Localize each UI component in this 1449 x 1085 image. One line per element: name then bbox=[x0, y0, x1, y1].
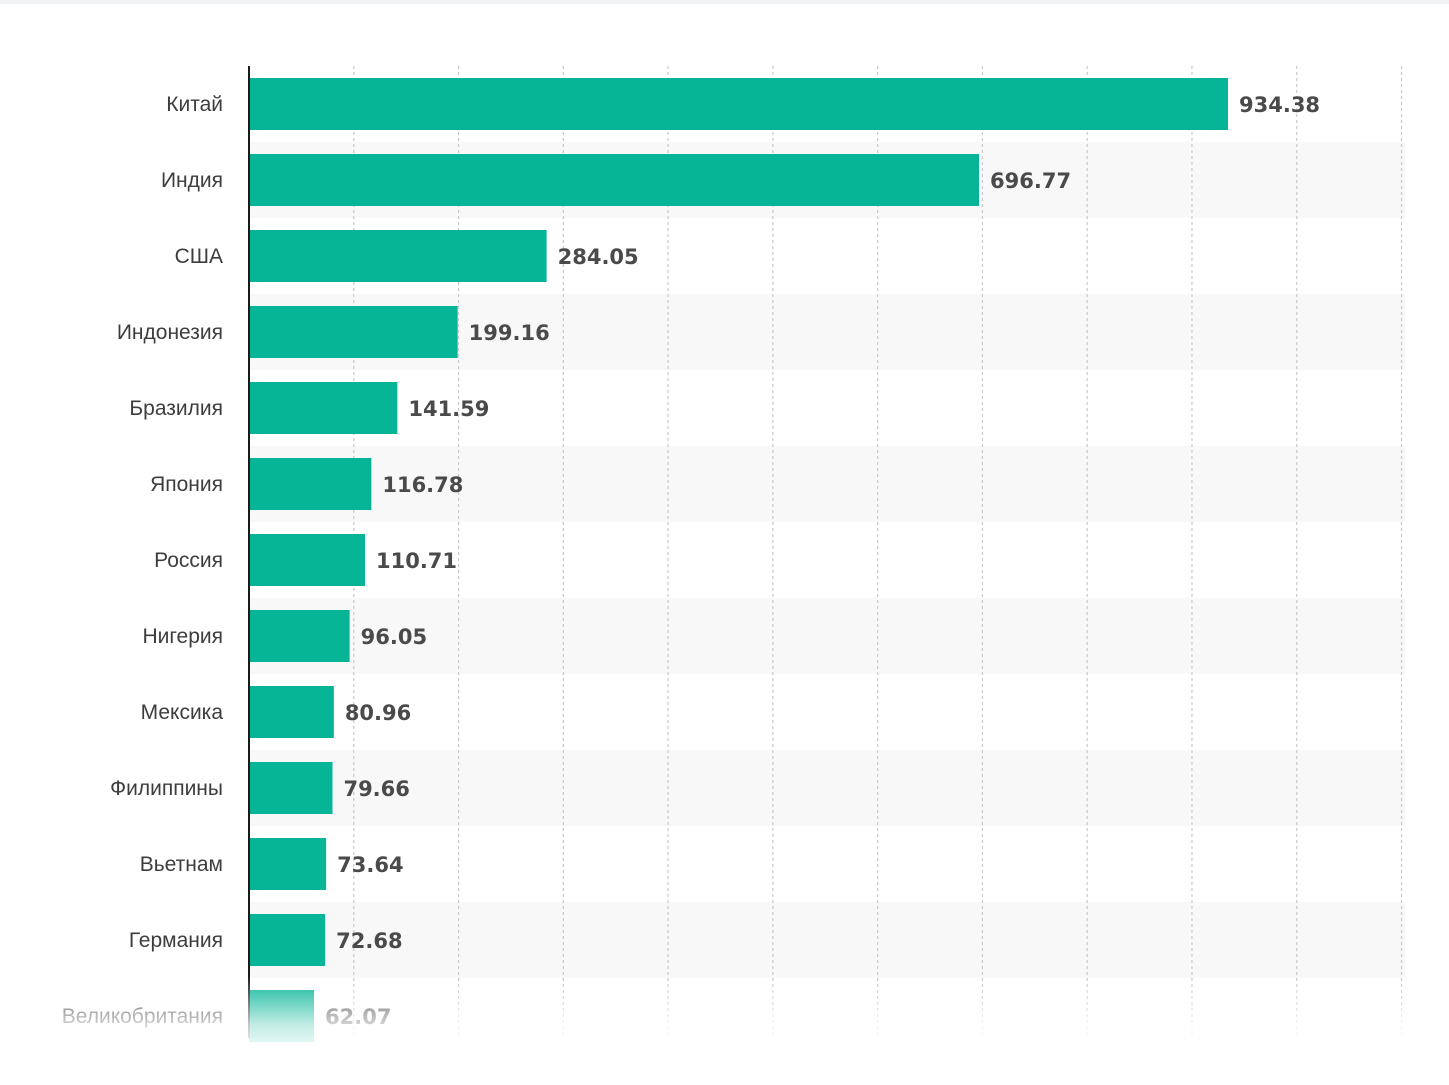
bar bbox=[249, 306, 458, 358]
value-label: 110.71 bbox=[376, 549, 457, 573]
value-label: 934.38 bbox=[1239, 93, 1320, 117]
value-label: 141.59 bbox=[408, 397, 489, 421]
bar bbox=[249, 762, 333, 814]
bar bbox=[249, 914, 326, 966]
category-label: Россия bbox=[154, 549, 223, 572]
value-label: 80.96 bbox=[345, 701, 411, 725]
row-band bbox=[249, 446, 1405, 522]
value-label: 79.66 bbox=[343, 777, 409, 801]
category-label: Индонезия bbox=[117, 321, 223, 344]
value-label: 73.64 bbox=[337, 853, 403, 877]
value-label: 96.05 bbox=[361, 625, 427, 649]
bar bbox=[249, 382, 398, 434]
value-label: 116.78 bbox=[382, 473, 463, 497]
category-label: Вьетнам bbox=[140, 853, 223, 876]
bar bbox=[249, 610, 350, 662]
value-label: 72.68 bbox=[336, 929, 402, 953]
category-label: Бразилия bbox=[129, 397, 223, 420]
category-label: Япония bbox=[150, 473, 223, 496]
bar bbox=[249, 990, 315, 1042]
row-band bbox=[249, 902, 1405, 978]
category-label: Китай bbox=[166, 93, 223, 116]
category-label: Нигерия bbox=[142, 625, 223, 648]
bar bbox=[249, 838, 327, 890]
category-label: Великобритания bbox=[62, 1005, 223, 1028]
category-label: Филиппины bbox=[110, 777, 223, 800]
value-label: 284.05 bbox=[558, 245, 639, 269]
category-label: США bbox=[175, 245, 223, 268]
row-band bbox=[249, 750, 1405, 826]
bar bbox=[249, 458, 372, 510]
category-label: Мексика bbox=[141, 701, 224, 724]
row-band bbox=[249, 598, 1405, 674]
bar bbox=[249, 534, 365, 586]
bar bbox=[249, 230, 547, 282]
bar bbox=[249, 78, 1228, 130]
top-divider bbox=[0, 0, 1449, 4]
value-label: 62.07 bbox=[325, 1005, 391, 1029]
category-label: Индия bbox=[161, 169, 223, 192]
value-label: 696.77 bbox=[990, 169, 1071, 193]
category-label: Германия bbox=[129, 929, 223, 952]
bar bbox=[249, 686, 334, 738]
value-label: 199.16 bbox=[469, 321, 550, 345]
bar bbox=[249, 154, 980, 206]
